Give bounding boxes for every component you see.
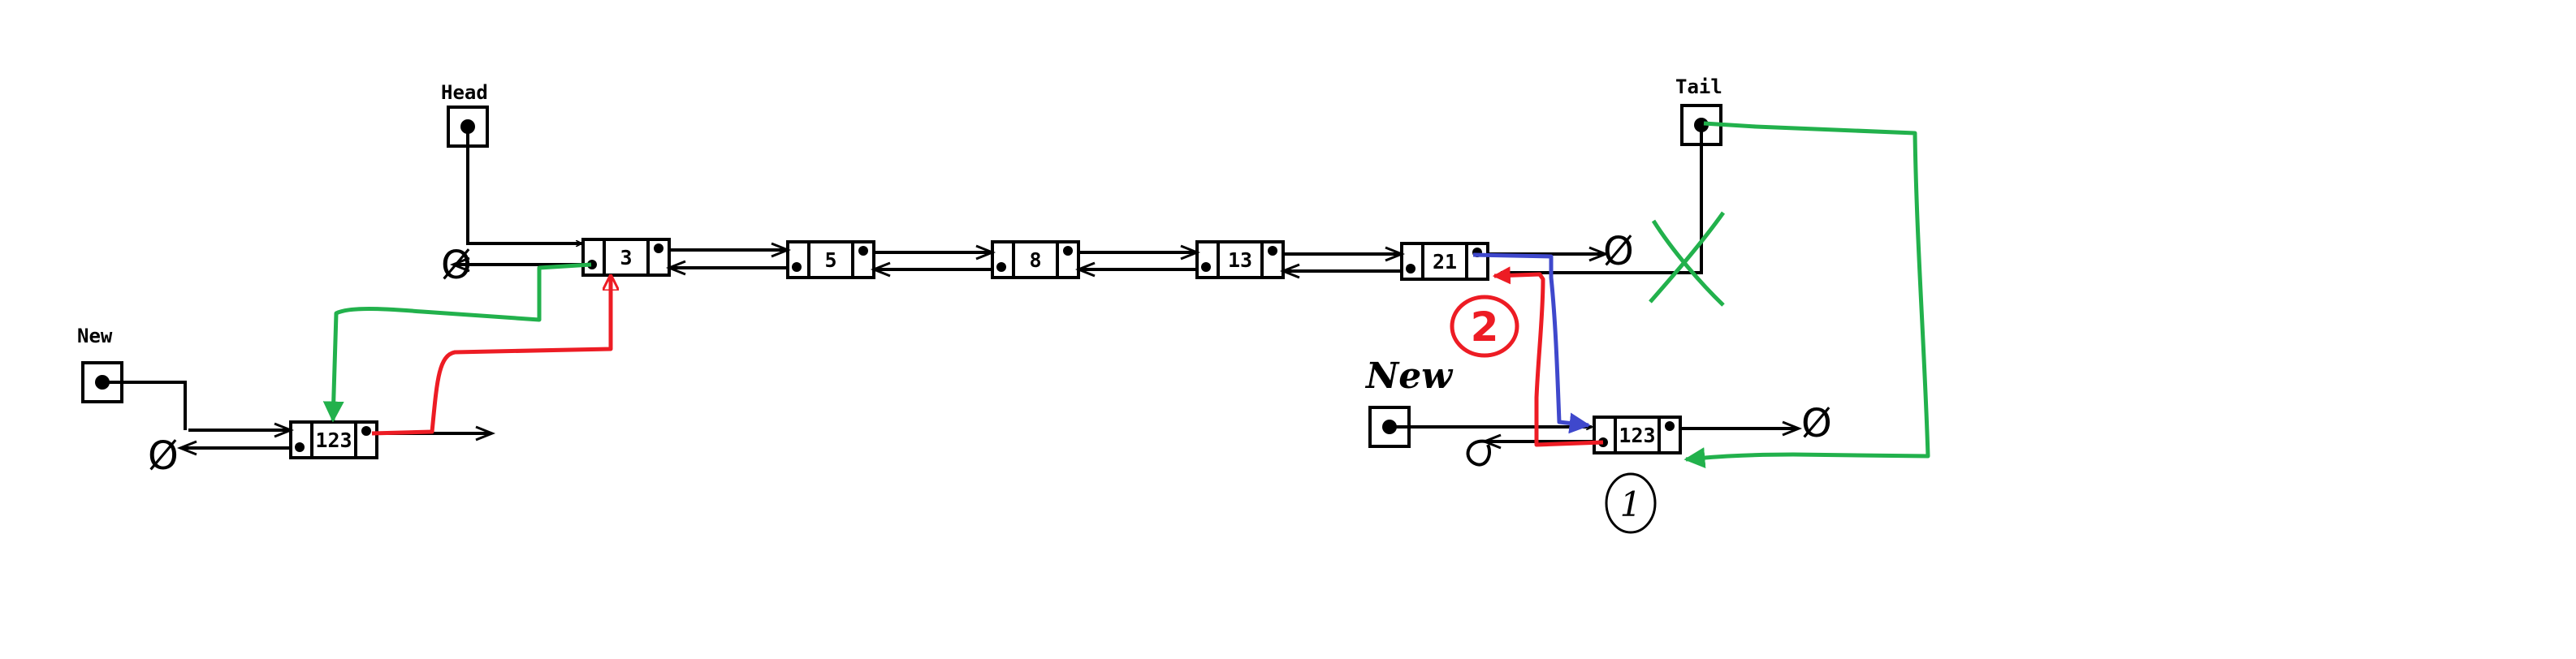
list-node-21: 21 bbox=[1400, 242, 1489, 281]
green-link-node-3-to-new bbox=[322, 262, 592, 423]
null-symbol-right-new: Ø bbox=[1801, 401, 1832, 446]
step-marker-2-text: 2 bbox=[1471, 304, 1499, 351]
new-label-right: New bbox=[1364, 355, 1454, 397]
step-marker-1: 1 bbox=[1605, 472, 1657, 534]
null-symbol-left-new: Ø bbox=[148, 433, 179, 479]
list-node-3: 3 bbox=[581, 238, 671, 277]
null-symbol-head: Ø bbox=[441, 243, 472, 288]
node-value-5: 5 bbox=[824, 248, 836, 272]
new-pointer-right: New bbox=[1364, 355, 1592, 448]
list-node-13: 13 bbox=[1195, 240, 1285, 279]
node-value-13: 13 bbox=[1228, 248, 1252, 272]
red-link-new-to-node-3 bbox=[371, 276, 611, 436]
tail-to-node-21-arrow bbox=[1501, 125, 1703, 273]
step-marker-1-text: 1 bbox=[1620, 485, 1642, 524]
new-pointer-left: New bbox=[77, 325, 187, 430]
node-value-3: 3 bbox=[620, 246, 632, 269]
list-node-5: 5 bbox=[786, 240, 875, 279]
new-node-right: 123 bbox=[1593, 416, 1682, 454]
new-left-link-line bbox=[102, 381, 187, 430]
new-node-left-value: 123 bbox=[315, 429, 352, 452]
step-marker-2: 2 bbox=[1450, 295, 1519, 358]
new-node-right-value: 123 bbox=[1619, 424, 1655, 447]
null-symbol-tail: Ø bbox=[1603, 229, 1634, 274]
head-label: Head bbox=[441, 81, 488, 104]
new-label-left: New bbox=[77, 325, 113, 347]
list-node-8: 8 bbox=[991, 240, 1080, 279]
red-link-new-to-node-21 bbox=[1492, 266, 1604, 447]
head-pointer: Head bbox=[441, 81, 581, 243]
new-node-left: 123 bbox=[289, 420, 378, 459]
node-value-8: 8 bbox=[1029, 248, 1041, 272]
step-marker-1-circle bbox=[1605, 472, 1657, 534]
green-cross-mark bbox=[1649, 211, 1726, 307]
step-marker-2-circle bbox=[1450, 295, 1519, 358]
green-link-tail-to-new bbox=[1683, 121, 1930, 469]
head-to-node-3-arrow bbox=[466, 127, 581, 243]
right-new-prev-hook bbox=[1466, 439, 1492, 467]
node-value-21: 21 bbox=[1433, 250, 1457, 274]
tail-label: Tail bbox=[1675, 75, 1722, 98]
blue-link-node-21-to-new bbox=[1472, 252, 1591, 434]
